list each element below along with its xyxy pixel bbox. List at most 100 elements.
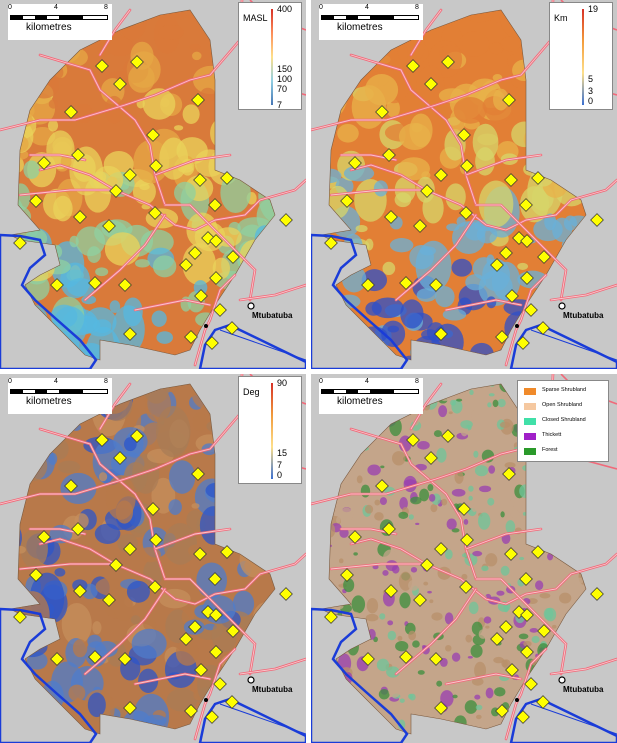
site-marker bbox=[505, 663, 519, 677]
terrain-patch bbox=[510, 497, 516, 503]
site-marker bbox=[424, 451, 438, 465]
terrain-patch bbox=[423, 698, 434, 708]
legend-tick-label: 7 bbox=[277, 100, 283, 110]
site-marker bbox=[149, 533, 163, 547]
road-center bbox=[0, 374, 243, 505]
terrain-patch bbox=[193, 280, 208, 296]
town-marker-icon bbox=[515, 698, 519, 702]
road-center bbox=[465, 154, 542, 176]
terrain-patch bbox=[469, 389, 474, 396]
terrain-patch bbox=[471, 504, 478, 512]
terrain-patch bbox=[365, 74, 399, 106]
terrain-patch bbox=[388, 683, 401, 698]
site-marker bbox=[348, 530, 362, 544]
site-marker bbox=[531, 545, 545, 559]
site-marker bbox=[429, 652, 443, 666]
legend-swatch bbox=[524, 448, 536, 455]
terrain-patch bbox=[338, 558, 344, 564]
color-ramp bbox=[271, 9, 273, 105]
terrain-patch bbox=[475, 704, 483, 711]
terrain-patch bbox=[387, 620, 394, 626]
terrain-patch bbox=[417, 670, 425, 675]
scale-bar: 0 4 8 kilometres bbox=[8, 4, 112, 40]
terrain-patch bbox=[529, 628, 539, 633]
terrain-patch bbox=[75, 226, 106, 257]
scale-bar: 0 4 8 kilometres bbox=[8, 378, 112, 414]
terrain-patch bbox=[448, 411, 453, 415]
terrain-patch bbox=[485, 687, 494, 699]
site-marker bbox=[434, 168, 448, 182]
site-marker bbox=[209, 645, 223, 659]
site-marker bbox=[519, 572, 533, 586]
terrain-patch bbox=[332, 576, 345, 585]
site-marker bbox=[13, 610, 27, 624]
terrain-patch bbox=[497, 398, 506, 408]
road-center bbox=[84, 588, 166, 675]
terrain-patch bbox=[438, 405, 448, 418]
town-marker-icon bbox=[204, 324, 208, 328]
legend-title: MASL bbox=[243, 13, 268, 23]
scale-tick-label: 4 bbox=[54, 4, 58, 11]
water-edge bbox=[311, 607, 409, 743]
terrain-patch bbox=[104, 232, 141, 266]
site-marker bbox=[225, 321, 239, 335]
terrain-patch bbox=[481, 565, 489, 572]
terrain-patch bbox=[399, 698, 405, 703]
terrain-patch bbox=[152, 255, 177, 278]
scale-tick-label: 0 bbox=[319, 378, 323, 385]
site-marker bbox=[424, 77, 438, 91]
road-center bbox=[350, 164, 427, 191]
site-marker bbox=[148, 580, 162, 594]
legend-label: Sparse Shrubland bbox=[542, 387, 587, 393]
site-marker bbox=[123, 168, 137, 182]
legend-tick-label: 0 bbox=[277, 470, 283, 480]
terrain-patch bbox=[474, 661, 487, 680]
terrain-patch bbox=[563, 215, 577, 231]
site-marker bbox=[130, 55, 144, 69]
site-marker bbox=[434, 701, 448, 715]
terrain-patch bbox=[360, 484, 371, 498]
town-marker-icon bbox=[247, 302, 255, 310]
terrain-patch bbox=[427, 590, 432, 594]
terrain-patch bbox=[192, 412, 208, 432]
terrain-patch bbox=[95, 641, 118, 658]
town-label: Mtubatuba bbox=[252, 311, 293, 320]
terrain-patch bbox=[130, 615, 141, 625]
terrain-patch bbox=[364, 504, 374, 514]
site-marker bbox=[361, 652, 375, 666]
scale-tick-label: 0 bbox=[319, 4, 323, 11]
terrain-patch bbox=[386, 99, 400, 118]
town-marker-icon bbox=[515, 324, 519, 328]
site-marker bbox=[205, 710, 219, 724]
terrain-patch bbox=[423, 581, 429, 586]
terrain-patch bbox=[400, 299, 424, 329]
legend-tick-label: 7 bbox=[277, 460, 283, 470]
terrain-patch bbox=[456, 398, 463, 402]
site-marker bbox=[520, 645, 534, 659]
site-marker bbox=[520, 271, 534, 285]
road-center bbox=[164, 204, 256, 301]
terrain-patch bbox=[371, 297, 404, 319]
site-marker bbox=[209, 271, 223, 285]
site-marker bbox=[50, 278, 64, 292]
terrain-patch bbox=[380, 465, 385, 469]
legend-tick-label: 90 bbox=[277, 378, 288, 388]
terrain-patch bbox=[464, 700, 478, 714]
scale-bar: 0 4 8 kilometres bbox=[319, 378, 423, 414]
terrain-patch bbox=[435, 286, 455, 308]
terrain-patch bbox=[175, 639, 200, 666]
terrain-patch bbox=[47, 119, 59, 132]
terrain-patch bbox=[431, 612, 443, 621]
terrain-patch bbox=[191, 503, 200, 509]
terrain-patch bbox=[98, 472, 108, 482]
terrain-patch bbox=[391, 565, 400, 574]
legend-label: Open Shrubland bbox=[542, 402, 583, 408]
town-label: Mtubatuba bbox=[252, 685, 293, 694]
site-marker bbox=[413, 593, 427, 607]
river-line bbox=[219, 703, 306, 735]
site-marker bbox=[505, 289, 519, 303]
site-marker bbox=[123, 327, 137, 341]
road-center bbox=[505, 274, 547, 366]
scale-bar-graphic bbox=[10, 389, 108, 394]
site-marker bbox=[536, 695, 550, 709]
